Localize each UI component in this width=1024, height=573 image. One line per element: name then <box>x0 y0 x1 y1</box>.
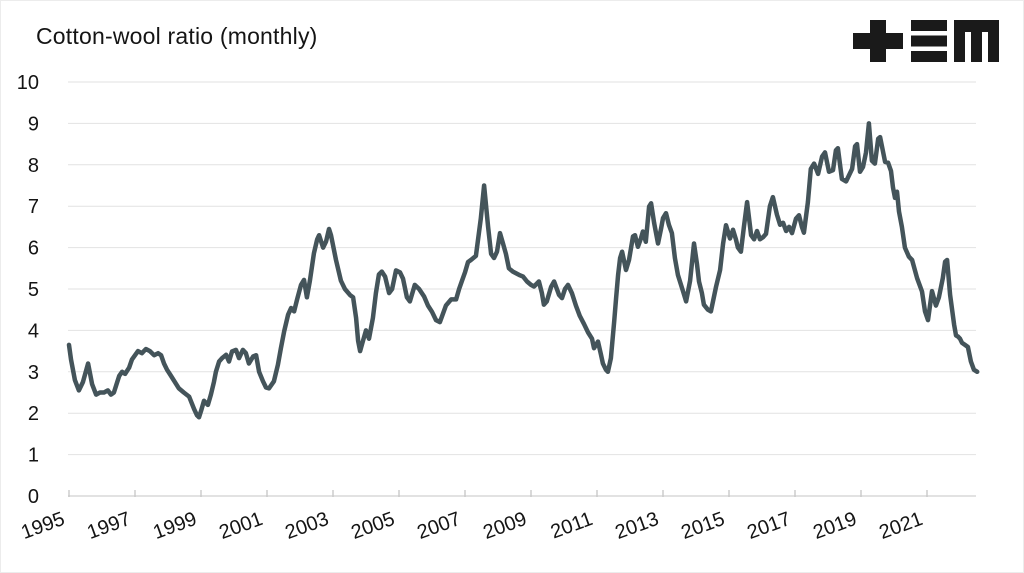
svg-text:10: 10 <box>17 72 39 94</box>
svg-text:0: 0 <box>28 486 39 508</box>
svg-text:1999: 1999 <box>150 508 199 544</box>
logo-plus-icon <box>853 20 903 62</box>
x-axis-labels: 1995 1997 1999 2001 2003 2005 2007 2009 2011 2013… <box>18 508 925 544</box>
y-axis-labels: 0 1 2 3 4 5 6 7 8 9 10 <box>17 72 39 508</box>
svg-text:1997: 1997 <box>84 508 133 544</box>
svg-text:2009: 2009 <box>480 508 529 544</box>
svg-text:2005: 2005 <box>348 508 397 544</box>
svg-text:9: 9 <box>28 113 39 135</box>
svg-text:5: 5 <box>28 279 39 301</box>
svg-text:1995: 1995 <box>18 508 67 544</box>
svg-text:8: 8 <box>28 155 39 177</box>
svg-text:2011: 2011 <box>548 508 596 543</box>
svg-text:2015: 2015 <box>678 508 727 544</box>
tem-logo-glyphs <box>853 20 999 62</box>
tem-logo <box>853 20 999 62</box>
gridlines <box>68 81 976 497</box>
svg-text:6: 6 <box>28 238 39 260</box>
x-axis-ticks <box>68 490 928 497</box>
svg-text:1: 1 <box>28 445 39 467</box>
svg-text:3: 3 <box>28 362 39 384</box>
ratio-series-line <box>66 121 980 420</box>
svg-text:2019: 2019 <box>810 508 859 544</box>
chart-title: Cotton-wool ratio (monthly) <box>36 23 318 49</box>
logo-triple-bar-icon <box>911 20 947 62</box>
logo-m-icon <box>954 20 999 62</box>
svg-text:4: 4 <box>28 320 39 342</box>
svg-text:2021: 2021 <box>876 508 925 544</box>
svg-text:2003: 2003 <box>282 508 331 544</box>
svg-text:2017: 2017 <box>744 508 793 544</box>
svg-text:7: 7 <box>28 196 39 218</box>
svg-text:2001: 2001 <box>216 508 265 544</box>
svg-text:2: 2 <box>28 403 39 425</box>
svg-text:2013: 2013 <box>612 508 661 544</box>
svg-text:2007: 2007 <box>414 508 463 544</box>
